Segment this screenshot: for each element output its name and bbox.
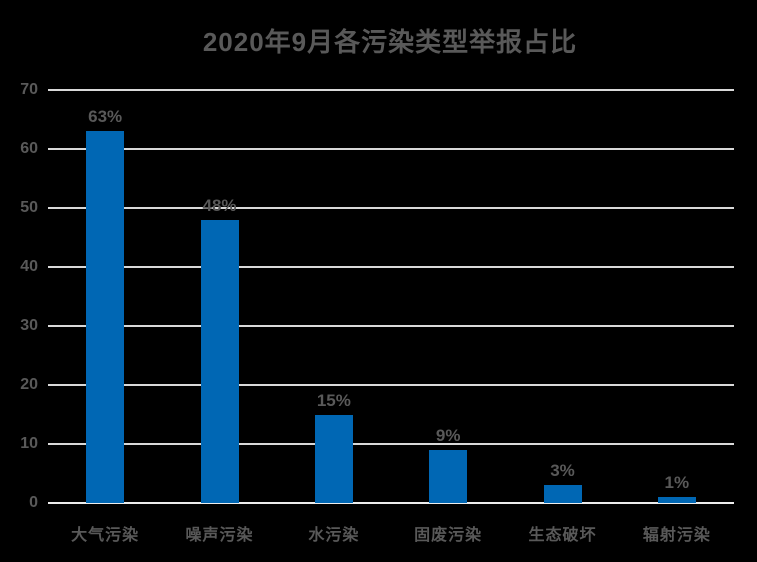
bar-value-label: 48% (202, 195, 237, 215)
x-axis-category-label: 辐射污染 (642, 527, 711, 544)
bar-辐射污染 (657, 497, 696, 503)
y-axis-tick-label: 40 (20, 258, 38, 275)
x-axis-category-label: 固废污染 (414, 527, 483, 544)
bar-value-label: 9% (435, 425, 461, 445)
y-axis-tick-label: 30 (20, 317, 38, 334)
bar-水污染 (314, 414, 353, 503)
bar-噪声污染 (200, 219, 239, 503)
bar-value-label: 3% (550, 461, 575, 481)
gridline-y-30 (48, 325, 734, 327)
gridline-y-60 (48, 148, 734, 150)
y-axis-tick-label: 0 (29, 494, 38, 511)
chart-title: 2020年9月各污染类型举报占比 (202, 27, 578, 57)
y-axis-tick-label: 10 (20, 435, 38, 452)
gridline-y-50 (48, 207, 734, 209)
bar-固废污染 (429, 449, 468, 503)
x-axis-category-label: 水污染 (308, 527, 360, 544)
y-axis-tick-label: 70 (20, 81, 38, 98)
gridline-y-70 (48, 89, 734, 91)
x-axis-category-label: 大气污染 (71, 527, 140, 544)
gridline-y-0 (48, 502, 734, 504)
bar-value-label: 15% (316, 390, 351, 410)
y-axis-tick-label: 20 (20, 376, 38, 393)
gridline-y-20 (48, 384, 734, 386)
bar-value-label: 1% (664, 473, 690, 493)
x-axis-category-label: 噪声污染 (185, 527, 254, 544)
bar-value-label: 63% (88, 107, 123, 127)
y-axis-tick-label: 60 (20, 140, 38, 157)
y-axis-tick-label: 50 (20, 199, 38, 216)
gridline-y-10 (48, 443, 734, 445)
x-axis-category-label: 生态破坏 (528, 527, 597, 544)
plot-area: 0 10 20 30 40 50 60 70 63% 大气污染 48% 噪声污染 15% 水污染 9% 固废污… (20, 81, 734, 544)
bar-生态破坏 (543, 485, 582, 503)
gridline-y-40 (48, 266, 734, 268)
bar-大气污染 (86, 131, 125, 503)
